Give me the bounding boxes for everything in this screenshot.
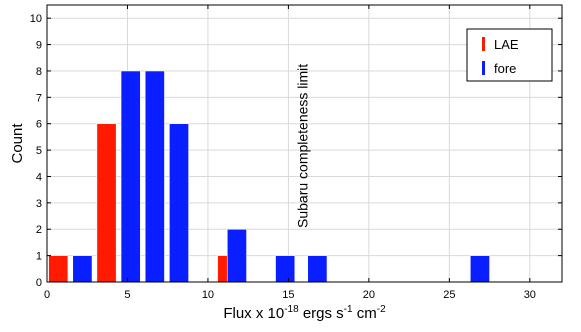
x-title-prefix: Flux x 10: [223, 305, 284, 322]
bar-fore-2: [144, 70, 165, 283]
y-axis-title: Count: [9, 123, 26, 164]
legend: LAE fore: [466, 28, 553, 82]
bar-lae-1: [96, 123, 117, 283]
y-tick-label: 6: [36, 119, 42, 131]
x-title-exp2: -1: [344, 304, 353, 315]
legend-swatch-lae: [482, 37, 485, 51]
y-tick-label: 1: [36, 251, 42, 263]
plot-frame: [46, 4, 563, 283]
bar-fore-1: [120, 70, 141, 283]
ticks: 0 5 10 15 20 25 30 0 1 2 3 4 5 6 7 8 9 10: [30, 5, 562, 301]
x-tick-label: 30: [524, 289, 536, 301]
x-tick-label: 0: [44, 289, 50, 301]
y-tick-label: 4: [36, 171, 42, 183]
x-tick-label: 15: [282, 289, 294, 301]
completeness-limit-annotation: Subaru completeness limit: [295, 64, 311, 228]
y-tick-label: 3: [36, 198, 42, 210]
y-tick-label: 5: [36, 145, 42, 157]
bar-fore-6: [307, 255, 328, 283]
bar-fore-4: [226, 228, 247, 283]
y-tick-label: 8: [36, 66, 42, 78]
bar-lae-0: [48, 255, 69, 283]
x-title-mid: ergs s: [299, 305, 344, 322]
bar-fore-3: [169, 123, 189, 283]
bar-fore-0: [72, 255, 93, 283]
x-tick-label: 20: [363, 289, 375, 301]
bar-fore-5: [275, 255, 296, 283]
legend-label-fore: fore: [494, 61, 516, 76]
bars: [48, 70, 490, 283]
y-tick-label: 0: [36, 277, 42, 289]
legend-swatch-fore: [482, 61, 485, 75]
legend-label-lae: LAE: [494, 37, 519, 52]
x-axis-title: Flux x 10-18 ergs s-1 cm-2: [223, 304, 386, 322]
legend-box: [466, 28, 553, 82]
x-title-exp3: -2: [377, 304, 386, 315]
x-title-mid2: cm: [353, 305, 377, 322]
x-title-exp1: -18: [284, 304, 299, 315]
x-tick-label: 5: [124, 289, 130, 301]
x-tick-label: 25: [443, 289, 455, 301]
y-tick-label: 10: [30, 13, 42, 25]
bar-fore-7: [469, 255, 490, 283]
x-tick-label: 10: [202, 289, 214, 301]
y-tick-label: 7: [36, 92, 42, 104]
y-tick-label: 9: [36, 40, 42, 52]
y-tick-label: 2: [36, 224, 42, 236]
